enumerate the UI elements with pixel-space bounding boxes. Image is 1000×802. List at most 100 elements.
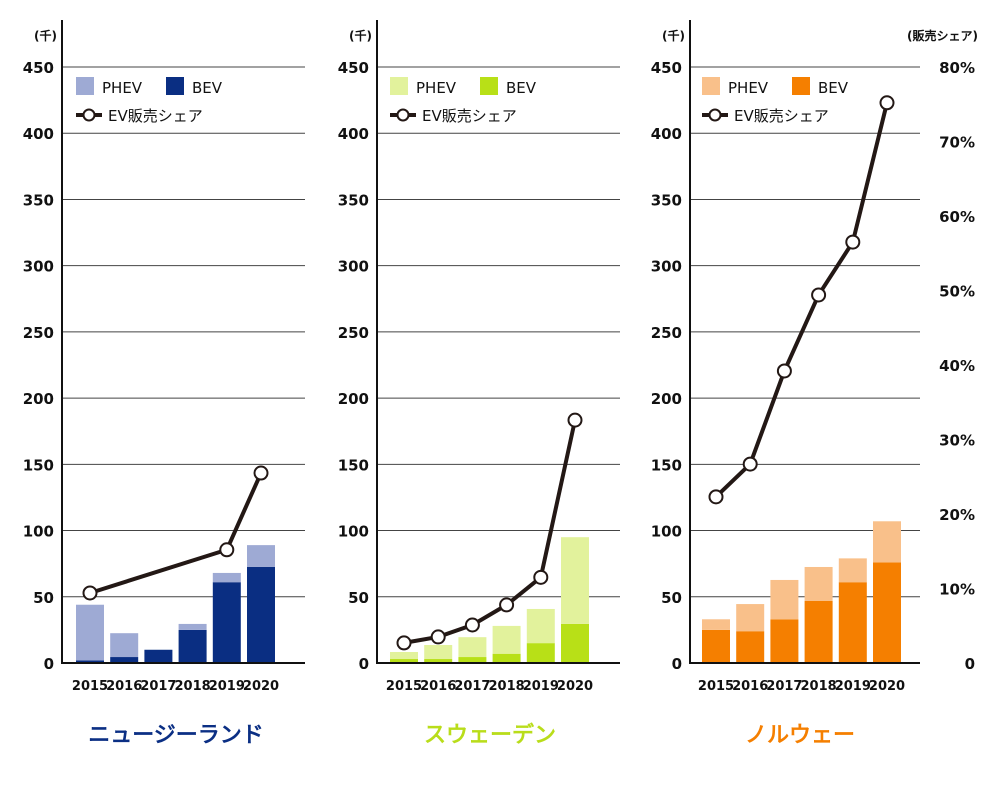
x-tick-label: 2018	[489, 679, 525, 694]
x-tick-label: 2019	[835, 679, 871, 694]
x-tick-label: 2016	[106, 679, 142, 694]
y-tick-label: 350	[651, 191, 682, 209]
bar-bev	[144, 649, 173, 663]
y-tick-label: 400	[23, 125, 54, 143]
bar-bev	[178, 629, 207, 663]
x-tick-label: 2020	[243, 679, 279, 694]
y-tick-label: 350	[23, 191, 54, 209]
bar-bev	[424, 659, 453, 663]
chart-title: ノルウェー	[745, 723, 855, 748]
y-tick-label: 450	[651, 59, 682, 77]
legend-label-phev: PHEV	[102, 79, 143, 97]
share-point	[219, 542, 235, 558]
bar-phev	[770, 579, 799, 620]
bar-phev	[212, 572, 241, 583]
y-tick-label: 100	[23, 523, 54, 541]
chart-panel-3: 0 50 100 150 200 250 300 350 400 450 (千) 0 10% 20% 30%…	[651, 20, 978, 748]
legend-swatch-phev	[702, 77, 720, 95]
chart-title: ニュージーランド	[88, 723, 264, 748]
y-tick-label: 100	[651, 523, 682, 541]
bar-phev	[76, 604, 104, 661]
share-point	[82, 585, 98, 601]
y-tick-label: 0	[359, 655, 369, 673]
x-tick-label: 2015	[386, 679, 422, 694]
y-tick-label: 450	[338, 59, 369, 77]
bar-bev	[458, 657, 487, 663]
y-tick-label: 250	[651, 324, 682, 342]
legend-swatch-bev	[480, 77, 498, 95]
legend-point-share	[82, 108, 96, 122]
y-tick-label: 350	[338, 191, 369, 209]
bar-bev	[736, 631, 765, 663]
y-tick-label: 50	[661, 589, 682, 607]
bar-bev	[804, 600, 833, 663]
bar-phev	[492, 625, 521, 654]
bar-bev	[873, 562, 901, 663]
y-tick-label: 400	[651, 125, 682, 143]
y2-tick-label: 50%	[939, 283, 975, 301]
share-point	[567, 412, 583, 428]
y-tick-label: 150	[338, 456, 369, 474]
legend-swatch-phev	[390, 77, 408, 95]
y-tick-label: 50	[33, 589, 54, 607]
bar-phev	[804, 566, 833, 601]
legend-label-bev: BEV	[192, 79, 223, 97]
y2-tick-label: 30%	[939, 432, 975, 450]
legend-label-bev: BEV	[506, 79, 537, 97]
bar-bev	[561, 623, 589, 663]
bar-bev	[247, 566, 275, 663]
bar-bev	[76, 660, 104, 663]
bar-bev	[492, 653, 521, 663]
x-tick-label: 2016	[420, 679, 456, 694]
y2-tick-label: 60%	[939, 208, 975, 226]
y2-axis-unit: (販売シェア)	[907, 28, 978, 43]
legend-point-share	[708, 108, 722, 122]
y-tick-label: 250	[23, 324, 54, 342]
share-point	[396, 635, 412, 651]
x-tick-label: 2019	[209, 679, 245, 694]
bar-phev	[424, 644, 453, 660]
x-tick-label: 2015	[698, 679, 734, 694]
bar-bev	[212, 582, 241, 663]
legend-swatch-phev	[76, 77, 94, 95]
x-tick-label: 2015	[72, 679, 108, 694]
share-point	[430, 629, 446, 645]
legend-swatch-bev	[792, 77, 810, 95]
share-point	[742, 456, 758, 472]
y-axis-unit: (千)	[662, 28, 685, 43]
legend-label-phev: PHEV	[728, 79, 769, 97]
bar-bev	[110, 657, 139, 663]
bar-bev	[526, 643, 555, 663]
y2-tick-label: 0	[965, 655, 975, 673]
x-tick-label: 2016	[732, 679, 768, 694]
chart-title: スウェーデン	[424, 722, 556, 748]
x-tick-label: 2018	[175, 679, 211, 694]
y2-tick-label: 80%	[939, 59, 975, 77]
bar-phev	[110, 633, 139, 658]
legend-label-share: EV販売シェア	[734, 107, 829, 125]
bar-bev	[770, 619, 799, 663]
bar-bev	[702, 629, 730, 663]
y-tick-label: 200	[23, 390, 54, 408]
y2-tick-label: 10%	[939, 581, 975, 599]
x-tick-label: 2017	[140, 679, 176, 694]
chart-panel-2: 050100150200250300350400450(千)2015201620…	[338, 20, 620, 748]
share-point	[464, 617, 480, 633]
legend-point-share	[396, 108, 410, 122]
share-point	[253, 465, 269, 481]
bar-phev	[458, 637, 487, 658]
y-tick-label: 400	[338, 125, 369, 143]
chart-panel-1: 050100150200250300350400450(千)2015201620…	[23, 20, 305, 748]
bar-phev	[178, 623, 207, 630]
share-point	[879, 95, 895, 111]
y-tick-label: 50	[348, 589, 369, 607]
y-tick-label: 100	[338, 523, 369, 541]
bar-phev	[838, 558, 867, 583]
x-tick-label: 2017	[454, 679, 490, 694]
y-tick-label: 300	[338, 258, 369, 276]
bar-phev	[390, 652, 418, 660]
legend-label-share: EV販売シェア	[108, 107, 203, 125]
y2-tick-label: 20%	[939, 506, 975, 524]
y-tick-label: 150	[651, 456, 682, 474]
